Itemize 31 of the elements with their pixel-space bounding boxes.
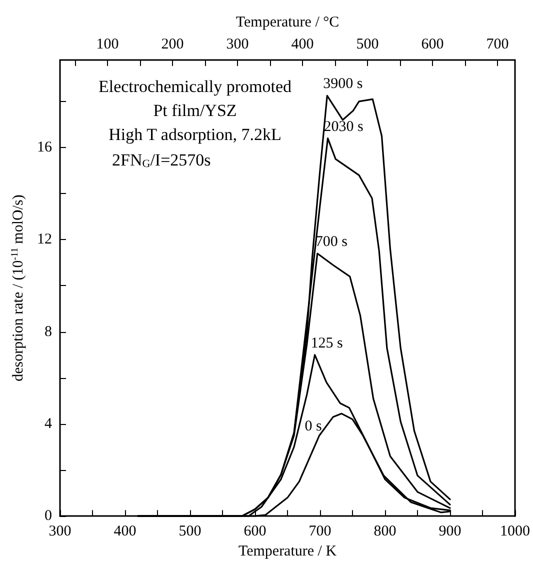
- y-tick-label: 8: [44, 324, 52, 340]
- x2-tick-label: 400: [291, 36, 314, 52]
- x-tick-label: 700: [308, 524, 332, 540]
- annotation: Electrochemically promoted: [98, 77, 292, 96]
- x2-tick-label: 600: [421, 36, 444, 52]
- annotation: Pt film/YSZ: [153, 101, 237, 120]
- x-tick-label: 1000: [500, 524, 530, 540]
- x2-tick-label: 500: [356, 36, 379, 52]
- annotation: 700 s: [315, 234, 348, 250]
- x2-tick-label: 300: [226, 36, 249, 52]
- y-tick-label: 0: [44, 508, 52, 524]
- y-axis-title: desorption rate / (10-11 molO/s): [9, 194, 27, 382]
- x-tick-label: 300: [48, 524, 72, 540]
- annotation: High T adsorption, 7.2kL: [108, 125, 282, 144]
- x-tick-label: 500: [178, 524, 202, 540]
- x-tick-label: 900: [438, 524, 462, 540]
- x-tick-label: 400: [114, 524, 136, 540]
- annotation: 0 s: [304, 418, 322, 434]
- x2-tick-label: 700: [486, 36, 509, 52]
- x-axis-title: Temperature / K: [238, 544, 337, 560]
- annotation: 3900 s: [323, 76, 363, 92]
- annotation: 2030 s: [324, 118, 364, 135]
- annotation: 125 s: [310, 335, 344, 352]
- x2-axis-title: Temperature / °C: [236, 14, 340, 30]
- y-tick-label: 12: [37, 232, 52, 248]
- y-tick-label: 4: [44, 416, 52, 432]
- x2-tick-label: 100: [96, 36, 119, 52]
- x-tick-label: 800: [374, 524, 396, 540]
- x2-tick-label: 200: [161, 36, 184, 52]
- x-tick-label: 600: [244, 524, 266, 540]
- y-tick-label: 16: [37, 140, 52, 156]
